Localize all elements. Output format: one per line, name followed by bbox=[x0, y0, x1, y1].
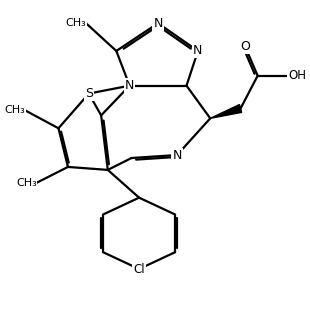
Text: N: N bbox=[193, 45, 202, 58]
Text: CH₃: CH₃ bbox=[5, 106, 25, 115]
Text: N: N bbox=[153, 17, 163, 30]
Text: S: S bbox=[85, 87, 93, 100]
Text: O: O bbox=[240, 40, 250, 53]
Text: Cl: Cl bbox=[133, 263, 145, 275]
Text: CH₃: CH₃ bbox=[65, 18, 86, 28]
Text: CH₃: CH₃ bbox=[16, 178, 37, 188]
Text: N: N bbox=[172, 149, 182, 162]
Text: OH: OH bbox=[288, 69, 306, 82]
Polygon shape bbox=[210, 105, 242, 118]
Text: N: N bbox=[125, 79, 134, 92]
